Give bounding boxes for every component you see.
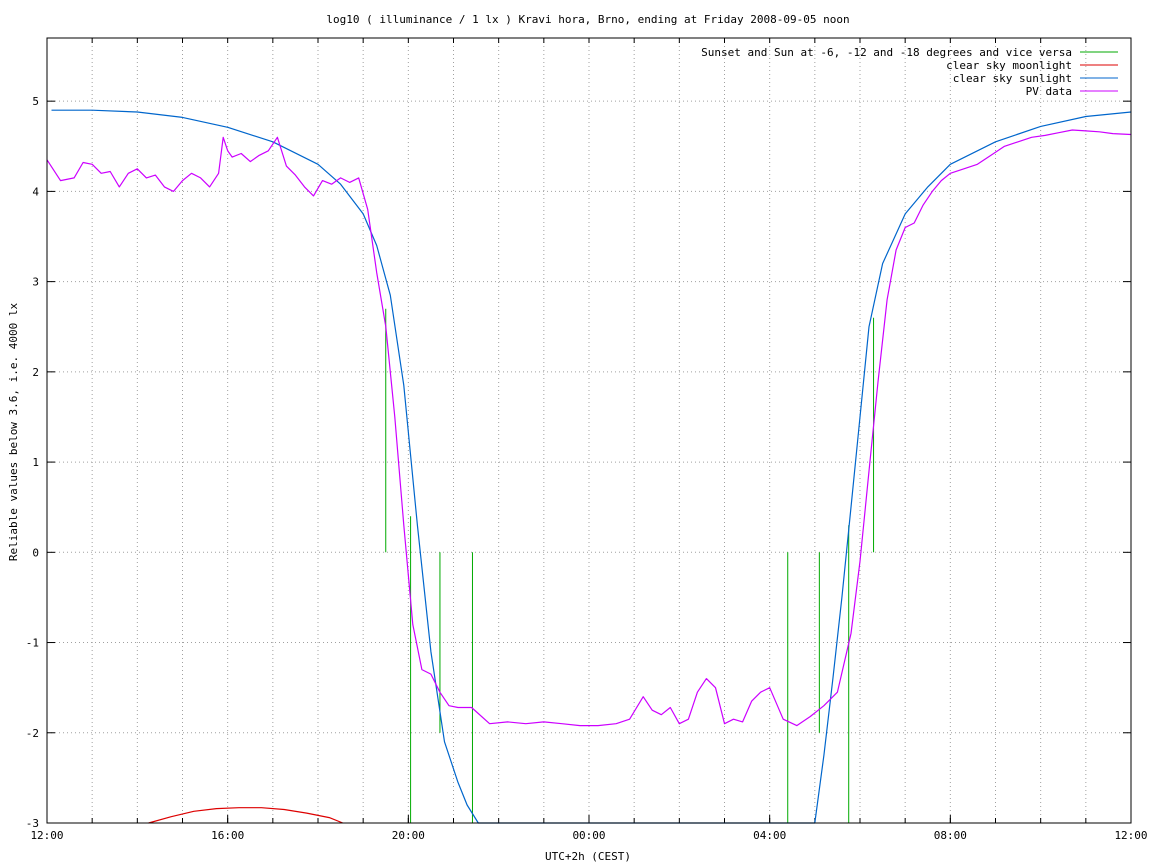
legend-label: Sunset and Sun at -6, -12 and -18 degree… bbox=[701, 46, 1072, 59]
series-line bbox=[148, 807, 344, 824]
legend-label: clear sky sunlight bbox=[953, 72, 1072, 85]
y-tick-label: -2 bbox=[26, 727, 39, 740]
x-tick-label: 12:00 bbox=[30, 829, 63, 842]
x-tick-label: 08:00 bbox=[934, 829, 967, 842]
series-line bbox=[46, 129, 1132, 727]
chart-title: log10 ( illuminance / 1 lx ) Kravi hora,… bbox=[326, 13, 849, 26]
legend-label: clear sky moonlight bbox=[946, 59, 1072, 72]
x-tick-label: 16:00 bbox=[211, 829, 244, 842]
plot-area bbox=[46, 109, 1132, 824]
x-axis-label: UTC+2h (CEST) bbox=[545, 850, 631, 863]
grid bbox=[47, 38, 1131, 823]
y-tick-label: 4 bbox=[32, 185, 39, 198]
y-axis-label: Reliable values below 3.6, i.e. 4000 lx bbox=[7, 302, 20, 561]
x-tick-label: 00:00 bbox=[572, 829, 605, 842]
y-tick-label: 0 bbox=[32, 546, 39, 559]
axis-ticks: -3 -2 -1 0 1 2 3 4 5 12:00 16:00 20:00 00:00 04:00 08:… bbox=[26, 38, 1148, 842]
plot-frame bbox=[46, 37, 1132, 824]
x-tick-label: 20:00 bbox=[392, 829, 425, 842]
legend-label: PV data bbox=[1026, 85, 1072, 98]
series-line bbox=[51, 109, 1132, 824]
y-tick-label: -1 bbox=[26, 637, 39, 650]
y-tick-label: 3 bbox=[32, 276, 39, 289]
y-tick-label: 2 bbox=[32, 366, 39, 379]
y-tick-label: 5 bbox=[32, 95, 39, 108]
x-tick-label: 04:00 bbox=[753, 829, 786, 842]
x-tick-label: 12:00 bbox=[1114, 829, 1147, 842]
y-tick-label: 1 bbox=[32, 456, 39, 469]
y-tick-label: -3 bbox=[26, 817, 39, 830]
legend: Sunset and Sun at -6, -12 and -18 degree… bbox=[701, 46, 1118, 98]
